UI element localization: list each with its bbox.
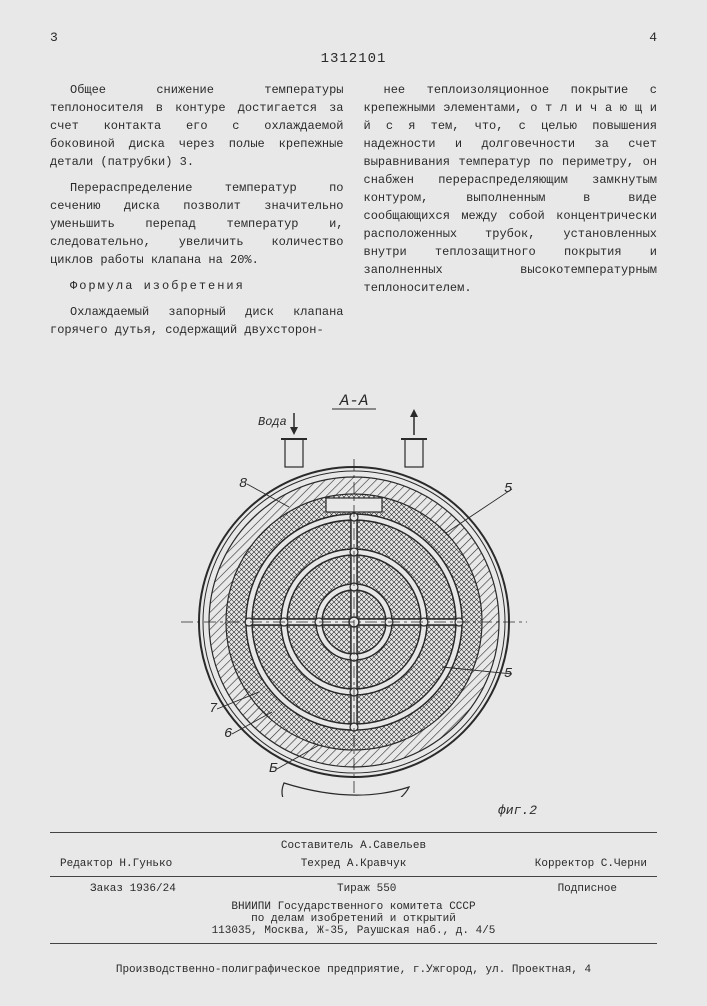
page-left: 3 (50, 30, 58, 45)
svg-text:А-А: А-А (338, 392, 368, 410)
para-continuation: нее теплоизоляционное покрытие с крепежн… (364, 81, 658, 297)
subscription: Подписное (558, 883, 617, 895)
corrector-credit: Корректор С.Черни (535, 858, 647, 870)
divider-1 (50, 832, 657, 833)
figure-label: фиг.2 (50, 803, 537, 818)
vniipi-3: 113035, Москва, Ж-35, Раушская наб., д. … (50, 925, 657, 937)
svg-text:5: 5 (504, 481, 513, 497)
right-column: нее теплоизоляционное покрытие с крепежн… (364, 81, 658, 347)
order-no: Заказ 1936/24 (90, 883, 176, 895)
svg-text:Б: Б (269, 761, 278, 777)
para-1: Общее снижение температуры теплоносителя… (50, 81, 344, 171)
svg-text:8: 8 (239, 476, 247, 492)
compiler-credit: Составитель А.Савельев (50, 839, 657, 854)
vniipi-1: ВНИИПИ Государственного комитета СССР (50, 901, 657, 913)
para-3: Охлаждаемый запорный диск клапана горяче… (50, 303, 344, 339)
text-columns: Общее снижение температуры теплоносителя… (50, 81, 657, 347)
printer-credit: Производственно-полиграфическое предприя… (50, 956, 657, 976)
svg-text:Вода: Вода (258, 415, 287, 429)
para-2: Перераспределение температур по сечению … (50, 179, 344, 269)
document-number: 1312101 (50, 51, 657, 67)
vniipi-block: ВНИИПИ Государственного комитета СССР по… (50, 901, 657, 937)
page-right: 4 (649, 30, 657, 45)
vniipi-2: по делам изобретений и открытий (50, 913, 657, 925)
svg-text:5: 5 (504, 666, 513, 682)
svg-text:7: 7 (209, 701, 218, 717)
diagram-svg: А-А Вода 8 5 5 76 Б (124, 367, 584, 797)
editor-credit: Редактор Н.Гунько (60, 858, 172, 870)
divider-2 (50, 876, 657, 877)
formula-heading: Формула изобретения (50, 277, 344, 295)
order-row: Заказ 1936/24 Тираж 550 Подписное (50, 883, 657, 895)
tech-credit: Техред А.Кравчук (301, 858, 407, 870)
divider-3 (50, 943, 657, 944)
diagram-container: А-А Вода 8 5 5 76 Б (50, 367, 657, 797)
page-numbers: 3 4 (50, 30, 657, 45)
left-column: Общее снижение температуры теплоносителя… (50, 81, 344, 347)
credits-row: Редактор Н.Гунько Техред А.Кравчук Корре… (50, 858, 657, 870)
svg-text:6: 6 (224, 726, 232, 742)
print-run: Тираж 550 (337, 883, 396, 895)
